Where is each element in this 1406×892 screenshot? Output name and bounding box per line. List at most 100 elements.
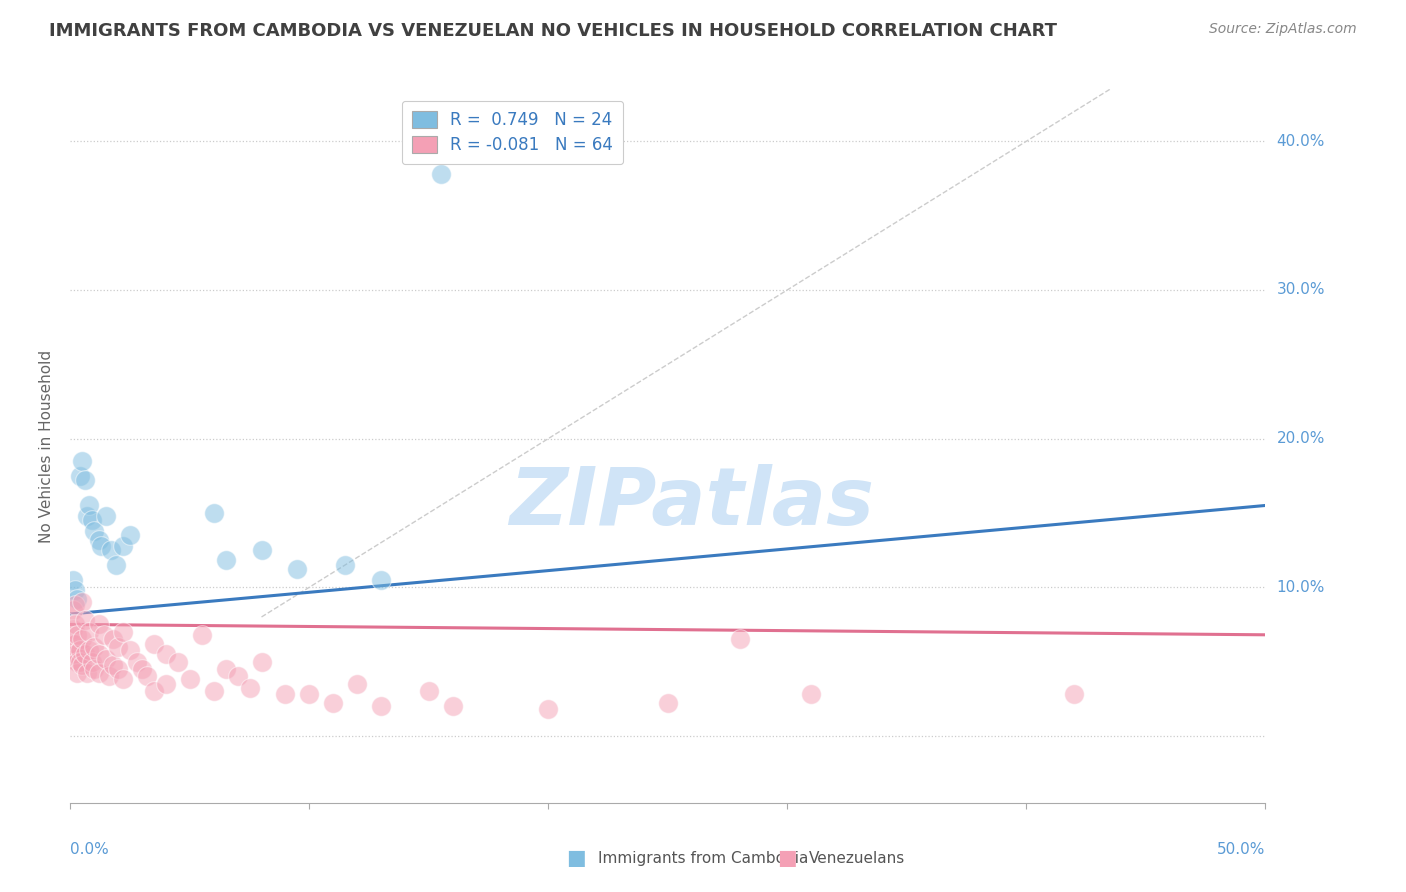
Point <box>191 628 214 642</box>
Text: 40.0%: 40.0% <box>1277 134 1324 149</box>
Point <box>76 666 98 681</box>
Text: IMMIGRANTS FROM CAMBODIA VS VENEZUELAN NO VEHICLES IN HOUSEHOLD CORRELATION CHAR: IMMIGRANTS FROM CAMBODIA VS VENEZUELAN N… <box>49 22 1057 40</box>
Point <box>100 543 122 558</box>
Point <box>83 662 105 676</box>
Point <box>62 637 84 651</box>
Point <box>63 637 86 651</box>
Point <box>155 677 177 691</box>
Text: 10.0%: 10.0% <box>1277 580 1324 595</box>
Point <box>96 508 117 523</box>
Point <box>346 677 368 691</box>
Point <box>239 681 262 696</box>
Point <box>79 499 101 513</box>
Point <box>80 513 103 527</box>
Text: 50.0%: 50.0% <box>1218 842 1265 856</box>
Point <box>70 454 93 468</box>
Point <box>202 506 225 520</box>
Point <box>66 655 89 669</box>
Point <box>430 167 453 181</box>
Point <box>66 628 89 642</box>
Text: ■: ■ <box>567 848 586 868</box>
Point <box>76 508 98 523</box>
Point <box>73 473 96 487</box>
Point <box>83 640 105 654</box>
Point <box>73 613 96 627</box>
Point <box>1063 687 1085 701</box>
Point <box>335 558 357 572</box>
Point <box>73 647 96 661</box>
Point <box>226 669 249 683</box>
Point <box>131 662 153 676</box>
Point <box>63 583 86 598</box>
Point <box>322 696 344 710</box>
Point <box>287 562 309 576</box>
Text: Immigrants from Cambodia: Immigrants from Cambodia <box>598 851 808 865</box>
Text: 30.0%: 30.0% <box>1277 283 1324 297</box>
Point <box>103 657 125 672</box>
Point <box>143 637 166 651</box>
Point <box>70 632 93 647</box>
Point <box>657 696 679 710</box>
Point <box>120 642 141 657</box>
Point <box>127 655 149 669</box>
Point <box>179 673 201 687</box>
Point <box>80 655 103 669</box>
Point <box>537 702 560 716</box>
Point <box>69 468 91 483</box>
Point <box>87 533 110 547</box>
Y-axis label: No Vehicles in Household: No Vehicles in Household <box>39 350 55 542</box>
Text: Venezuelans: Venezuelans <box>808 851 904 865</box>
Point <box>63 647 86 661</box>
Point <box>111 673 134 687</box>
Legend: R =  0.749   N = 24, R = -0.081   N = 64: R = 0.749 N = 24, R = -0.081 N = 64 <box>402 101 623 164</box>
Point <box>83 524 105 538</box>
Text: 20.0%: 20.0% <box>1277 431 1324 446</box>
Point <box>66 666 89 681</box>
Point <box>111 624 134 639</box>
Point <box>62 602 84 616</box>
Point <box>63 598 86 612</box>
Point <box>87 666 110 681</box>
Text: ZIPatlas: ZIPatlas <box>509 464 875 542</box>
Point <box>728 632 751 647</box>
Text: Source: ZipAtlas.com: Source: ZipAtlas.com <box>1209 22 1357 37</box>
Point <box>298 687 321 701</box>
Point <box>107 662 129 676</box>
Point <box>250 655 273 669</box>
Point <box>107 640 129 654</box>
Point <box>96 651 117 665</box>
Point <box>62 651 84 665</box>
Point <box>63 617 86 632</box>
Point <box>135 669 157 683</box>
Point <box>441 699 464 714</box>
Point <box>202 684 225 698</box>
Point <box>87 647 110 661</box>
Point <box>70 657 93 672</box>
Point <box>90 539 112 553</box>
Point <box>66 592 89 607</box>
Point <box>103 632 125 647</box>
Point <box>79 642 101 657</box>
Point <box>370 699 392 714</box>
Point <box>166 655 188 669</box>
Point <box>214 553 236 567</box>
Point <box>155 647 177 661</box>
Point <box>250 543 273 558</box>
Point <box>70 595 93 609</box>
Point <box>111 539 134 553</box>
Text: ■: ■ <box>778 848 797 868</box>
Point <box>800 687 823 701</box>
Point <box>93 628 115 642</box>
Point <box>418 684 440 698</box>
Point <box>97 669 120 683</box>
Point <box>69 655 91 669</box>
Point <box>87 617 110 632</box>
Text: 0.0%: 0.0% <box>70 842 110 856</box>
Point <box>69 642 91 657</box>
Point <box>104 558 127 572</box>
Point <box>274 687 297 701</box>
Point <box>120 528 141 542</box>
Point <box>79 624 101 639</box>
Point <box>370 573 392 587</box>
Point <box>62 622 84 636</box>
